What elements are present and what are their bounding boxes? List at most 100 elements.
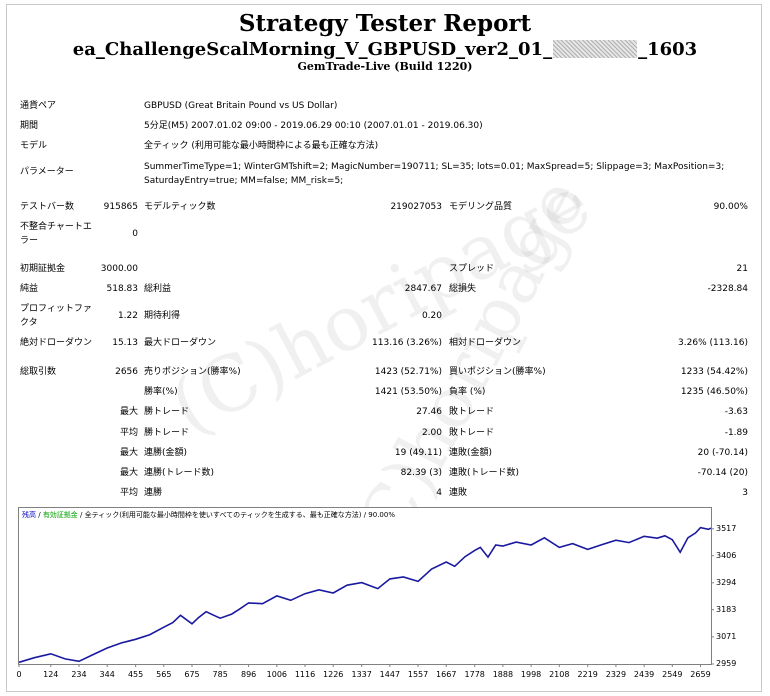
largest-loss-value: -3.63 <box>724 407 748 417</box>
legend-model: 全ティック(利用可能な最小時間枠を使いすべてのティックを生成する、最も正確な方法… <box>84 511 395 519</box>
max-word: 最大 <box>119 448 138 458</box>
win-value: 1421 (53.50%) <box>374 387 442 397</box>
pf-label-1: プロフィットファ <box>20 304 92 314</box>
x-tick-label: 2219 <box>577 670 598 679</box>
avg-win-value: 2.00 <box>421 428 442 438</box>
trades-label: 総取引数 <box>20 367 57 377</box>
x-tick-label: 2549 <box>662 670 683 679</box>
mismatch-label-2: ラー <box>20 236 39 246</box>
y-tick-label: 3406 <box>716 550 737 560</box>
symbol-value: GBPUSD (Great Britain Pound vs US Dollar… <box>144 101 338 111</box>
gross-profit-label: 総利益 <box>144 284 172 294</box>
legend-equity: 有効証拠金 <box>42 511 78 519</box>
ea-name: ea_ChallengeScalMorning_V_GBPUSD_ver2_01… <box>0 39 770 60</box>
cons-loss-money-value: 20 (-70.14) <box>697 448 748 458</box>
x-tick-label: 1226 <box>323 670 344 679</box>
cons-loss-count-label: 連敗(トレード数) <box>449 468 520 478</box>
pf-value: 1.22 <box>117 311 138 321</box>
avg-win-label: 勝トレード <box>144 428 190 438</box>
long-value: 1233 (54.42%) <box>680 367 748 377</box>
gross-loss-value: -2328.84 <box>707 284 748 294</box>
rel-dd-value: 3.26% (113.16) <box>678 338 748 348</box>
balance-series-line <box>18 526 712 664</box>
ticks-label: モデルティック数 <box>144 202 216 212</box>
avg-word: 平均 <box>119 488 138 498</box>
server-build: GemTrade-Live (Build 1220) <box>297 60 473 73</box>
x-tick-label: 2659 <box>690 670 711 679</box>
largest-win-value: 27.46 <box>416 407 442 417</box>
y-tick-label: 3517 <box>716 523 737 533</box>
bars-label: テストバー数 <box>20 202 75 212</box>
legend-separator: / <box>77 511 85 519</box>
model-label: モデル <box>20 141 48 151</box>
x-tick-label: 455 <box>127 670 144 679</box>
loss-value: 1235 (46.50%) <box>680 387 748 397</box>
deposit-value: 3000.00 <box>100 264 138 274</box>
expected-label: 期待利得 <box>144 311 181 321</box>
cons-wins-money-label: 連勝(金額) <box>144 448 188 458</box>
x-tick-label: 1888 <box>492 670 514 679</box>
trades-value: 2656 <box>115 367 138 377</box>
x-tick-label: 896 <box>241 670 257 679</box>
x-tick-label: 344 <box>99 670 115 679</box>
y-tick-label: 2959 <box>716 659 737 668</box>
ea-name-prefix: ea_ChallengeScalMorning_V_GBPUSD_ver2_01… <box>72 39 553 60</box>
x-tick-label: 1998 <box>520 670 542 679</box>
redacted-block <box>553 40 638 58</box>
rel-dd-label: 相対ドローダウン <box>449 338 522 348</box>
max-word: 最大 <box>119 468 138 478</box>
y-tick-label: 3183 <box>716 604 737 614</box>
params-line-1: SummerTimeType=1; WinterGMTshift=2; Magi… <box>144 162 725 172</box>
short-value: 1423 (52.71%) <box>374 367 442 377</box>
legend-separator: / <box>36 511 43 519</box>
spread-label: スプレッド <box>449 264 495 274</box>
x-tick-label: 2329 <box>605 670 627 679</box>
cons-wins-money-value: 19 (49.11) <box>394 448 442 458</box>
ticks-value: 219027053 <box>390 202 442 212</box>
net-label: 純益 <box>20 284 39 294</box>
avg-loss-value: -1.89 <box>724 428 748 438</box>
balance-chart-frame <box>18 507 712 665</box>
net-value: 518.83 <box>106 284 139 294</box>
bars-value: 915865 <box>103 202 138 212</box>
x-tick-label: 2439 <box>633 670 655 679</box>
cons-wins-count-value: 82.39 (3) <box>400 468 442 478</box>
x-tick-label: 1778 <box>464 670 485 679</box>
x-tick-label: 234 <box>71 670 87 679</box>
x-tick-label: 1447 <box>379 670 401 679</box>
expected-value: 0.20 <box>421 311 442 321</box>
spread-value: 21 <box>736 264 748 274</box>
abs-dd-label: 絶対ドローダウン <box>20 338 93 348</box>
win-label: 勝率(%) <box>144 387 178 397</box>
ea-name-suffix: _1603 <box>638 39 698 60</box>
cons-loss-count-value: -70.14 (20) <box>697 468 748 478</box>
max-word: 最大 <box>119 407 138 417</box>
gross-loss-label: 総損失 <box>449 284 477 294</box>
period-value: 5分足(M5) 2007.01.02 09:00 - 2019.06.29 00… <box>144 121 483 131</box>
loss-label: 負率 (%) <box>449 387 486 397</box>
quality-label: モデリング品質 <box>449 202 513 212</box>
avg-loss-label: 敗トレード <box>449 428 495 438</box>
mismatch-label-1: 不整合チャートエ <box>20 222 92 232</box>
x-tick-label: 565 <box>156 670 172 679</box>
params-line-2: SaturdayEntry=true; MM=false; MM_risk=5; <box>144 176 344 186</box>
symbol-label: 通貨ペア <box>20 101 57 111</box>
cons-loss-money-label: 連敗(金額) <box>449 448 493 458</box>
x-tick-label: 0 <box>16 670 22 679</box>
params-label: パラメーター <box>20 167 74 177</box>
chart-legend: 残高 / 有効証拠金 / 全ティック(利用可能な最小時間枠を使いすべてのティック… <box>22 510 395 520</box>
x-tick-label: 1667 <box>436 670 457 679</box>
avg-word: 平均 <box>119 428 138 438</box>
x-tick-label: 1006 <box>266 670 288 679</box>
y-tick-label: 3294 <box>716 577 737 587</box>
x-tick-label: 1337 <box>351 670 372 679</box>
long-label: 買いポジション(勝率%) <box>449 367 546 377</box>
abs-dd-value: 15.13 <box>112 338 138 348</box>
report-frame <box>6 4 762 692</box>
x-tick-label: 2108 <box>549 670 570 679</box>
gross-profit-value: 2847.67 <box>404 284 442 294</box>
max-dd-value: 113.16 (3.26%) <box>372 338 442 348</box>
x-tick-label: 785 <box>212 670 228 679</box>
period-label: 期間 <box>20 121 39 131</box>
avg-cons-loss-value: 3 <box>742 488 748 498</box>
